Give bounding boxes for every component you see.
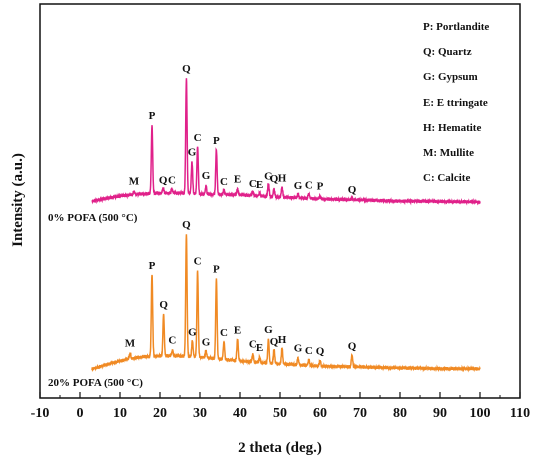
peak-label-m: M (125, 338, 136, 350)
x-tick-label: 80 (393, 406, 407, 421)
peak-label-c: C (194, 256, 202, 268)
series-layer (91, 78, 481, 373)
peak-label-q: Q (348, 184, 357, 196)
x-tick-label: 50 (273, 406, 287, 421)
legend-entry-quartz: Q: Quartz (423, 46, 472, 58)
peak-label-g: G (202, 170, 211, 182)
peak-label-c: C (249, 338, 257, 350)
x-tick-label: 40 (233, 406, 247, 421)
peak-label-c: C (305, 179, 313, 191)
x-axis-title: 2 theta (deg.) (238, 440, 322, 456)
series-label-0pct-pofa: 0% POFA (500 °C) (48, 212, 138, 224)
x-tick-label: 0 (77, 406, 84, 421)
series-line-20pct-pofa (91, 234, 481, 373)
legend-entry-ettringate: E: E ttringate (423, 97, 488, 109)
peak-label-p: P (149, 260, 156, 272)
legend-entry-mullite: M: Mullite (423, 147, 474, 159)
x-tick-label: 30 (193, 406, 207, 421)
x-axis-ticks: -10 0 10 20 30 40 50 60 70 80 90 100 110 (31, 392, 530, 421)
peak-label-q: Q (348, 340, 357, 352)
peak-label-c: C (220, 176, 228, 188)
y-axis-title: Intensity (a.u.) (10, 153, 26, 247)
legend: P: Portlandite Q: Quartz G: Gypsum E: E … (423, 21, 489, 184)
legend-entry-hematite: H: Hematite (423, 122, 481, 134)
peak-label-p: P (213, 135, 220, 147)
peak-label-h: H (278, 172, 287, 184)
peak-label-p: P (213, 264, 220, 276)
x-tick-label: -10 (31, 406, 50, 421)
x-tick-label: 20 (153, 406, 167, 421)
peak-label-q: Q (159, 299, 168, 311)
series-label-20pct-pofa: 20% POFA (500 °C) (48, 377, 143, 389)
peak-label-g: G (202, 336, 211, 348)
peak-label-q: Q (316, 346, 325, 358)
legend-entry-gypsum: G: Gypsum (423, 71, 478, 83)
x-tick-label: 60 (313, 406, 327, 421)
legend-entry-portlandite: P: Portlandite (423, 21, 489, 33)
peak-label-q: Q (270, 336, 279, 348)
peak-label-c: C (220, 327, 228, 339)
peak-label-q: Q (182, 219, 191, 231)
peak-label-c: C (168, 175, 176, 187)
peak-label-q: Q (270, 173, 279, 185)
x-tick-label: 70 (353, 406, 367, 421)
peak-label-p: P (149, 110, 156, 122)
peak-label-g: G (188, 326, 197, 338)
peak-label-h: H (278, 334, 287, 346)
x-tick-label: 10 (113, 406, 127, 421)
peak-label-p: P (317, 181, 324, 193)
peak-label-q: Q (182, 63, 191, 75)
x-tick-label: 110 (510, 406, 530, 421)
peak-label-m: M (129, 176, 140, 188)
peak-label-e: E (234, 325, 241, 337)
peak-label-e: E (256, 179, 263, 191)
peak-label-e: E (234, 173, 241, 185)
series-line-0pct-pofa (91, 78, 481, 206)
legend-entry-calcite: C: Calcite (423, 172, 470, 184)
peak-label-c: C (168, 334, 176, 346)
peak-label-q: Q (159, 174, 168, 186)
peak-label-c: C (305, 345, 313, 357)
peak-label-g: G (188, 146, 197, 158)
peak-label-c: C (194, 132, 202, 144)
x-tick-label: 90 (433, 406, 447, 421)
peak-label-g: G (294, 342, 303, 354)
peak-label-c: C (249, 178, 257, 190)
x-tick-label: 100 (470, 406, 491, 421)
peak-label-g: G (264, 324, 273, 336)
peak-label-g: G (294, 180, 303, 192)
peak-label-e: E (256, 342, 263, 354)
peak-label-g: G (264, 170, 273, 182)
